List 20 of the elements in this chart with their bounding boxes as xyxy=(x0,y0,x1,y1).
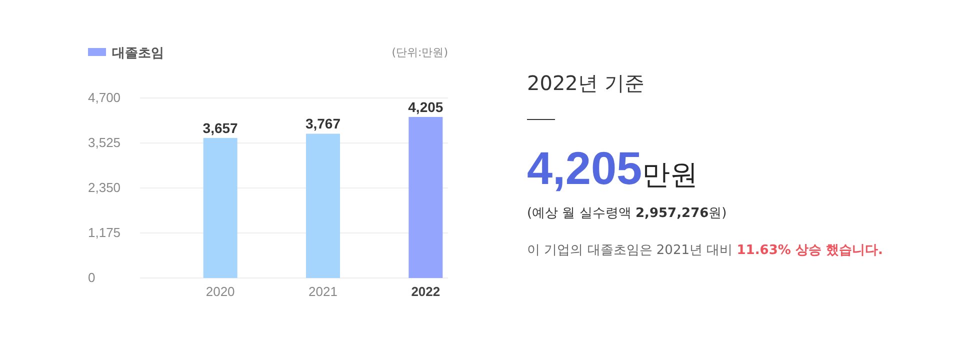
x-tick-label: 2020 xyxy=(206,284,235,299)
data-label: 3,767 xyxy=(305,116,341,132)
bar xyxy=(203,138,238,278)
data-label: 4,205 xyxy=(408,98,444,115)
text: 2022년 기준 xyxy=(527,70,644,97)
y-tick-label: 1,175 xyxy=(88,225,121,240)
text: (단위:만원) xyxy=(392,46,448,59)
text: (예상 월 실수령액 2,957,276원) xyxy=(527,205,727,222)
x-tick-label: 2022 xyxy=(411,284,440,299)
y-tick-label: 4,700 xyxy=(88,90,121,105)
bar xyxy=(408,116,443,278)
y-tick-label: 0 xyxy=(88,270,96,285)
y-tick-label: 2,350 xyxy=(88,180,121,195)
legend-label: 대졸초임 xyxy=(112,46,164,61)
bar xyxy=(306,134,340,278)
text: 4,205만원 xyxy=(527,141,698,196)
data-label: 3,657 xyxy=(202,120,238,136)
y-tick-label: 3,525 xyxy=(88,135,121,150)
text: 이 기업의 대졸초임은 2021년 대비 11.63% 상승 했습니다. xyxy=(527,242,883,259)
x-tick-label: 2021 xyxy=(308,284,338,299)
